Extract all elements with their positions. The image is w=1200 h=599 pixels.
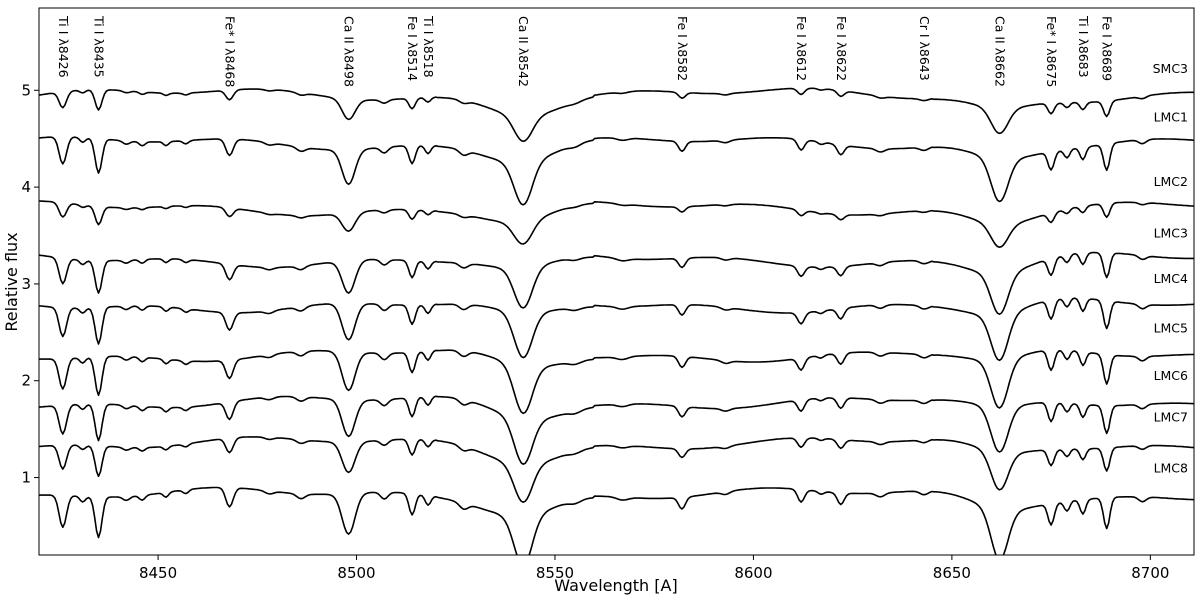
- spectrum-line: [39, 200, 1194, 248]
- spectral-line-labels: Ti I λ8426 Ti I λ8435 Fe* I λ8468 Ca II λ84…: [56, 15, 1115, 87]
- series-label: LMC6: [1154, 368, 1188, 383]
- spectral-line-label: Fe* I λ8675: [1044, 16, 1059, 87]
- series-label: LMC2: [1154, 174, 1188, 189]
- spectral-line-label: Ti I λ8518: [421, 15, 436, 78]
- spectral-line-label: Fe I λ8689: [1100, 16, 1115, 81]
- y-tick-label: 2: [21, 372, 31, 390]
- x-axis-label: Wavelength [A]: [554, 576, 677, 595]
- y-tick-label: 5: [21, 81, 31, 99]
- x-tick-label: 8650: [933, 564, 971, 582]
- x-axis-ticks: 8450 8500 8550 8600 8650 8700: [139, 555, 1169, 582]
- x-tick-label: 8450: [139, 564, 177, 582]
- spectral-line-label: Fe I λ8514: [405, 16, 420, 81]
- series-labels: SMC3 LMC1 LMC2 LMC3 LMC4 LMC5 LMC6 LMC7 LMC8: [1153, 61, 1188, 476]
- series-label: LMC7: [1154, 409, 1188, 424]
- x-tick-label: 8700: [1131, 564, 1169, 582]
- spectral-line-label: Fe I λ8612: [794, 16, 809, 81]
- spectrum-line: [39, 486, 1194, 555]
- spectral-line-label: Ca II λ8662: [993, 16, 1008, 87]
- spectral-line-label: Fe I λ8582: [675, 16, 690, 81]
- spectrum-line: [39, 87, 1194, 143]
- spectrum-line: [39, 349, 1194, 415]
- x-tick-label: 8550: [536, 564, 574, 582]
- spectral-line-label: Ti I λ8683: [1076, 15, 1091, 78]
- spectral-line-label: Fe* I λ8468: [223, 16, 238, 87]
- series-label: LMC1: [1154, 109, 1188, 124]
- y-tick-label: 1: [21, 469, 31, 487]
- y-axis-label: Relative flux: [2, 232, 21, 331]
- axes-frame: [38, 7, 1195, 556]
- spectrum-line: [39, 136, 1194, 206]
- y-tick-label: 4: [21, 178, 31, 196]
- x-tick-label: 8500: [337, 564, 375, 582]
- spectral-line-label: Cr I λ8643: [917, 16, 932, 81]
- spectrum-line: [39, 297, 1194, 362]
- series-label: LMC3: [1154, 225, 1188, 240]
- spectral-line-label: Ti I λ8426: [56, 15, 71, 78]
- series-label: LMC4: [1154, 271, 1188, 286]
- spectral-line-label: Ca II λ8498: [342, 16, 357, 87]
- series-label: LMC5: [1154, 320, 1188, 335]
- series-label: LMC8: [1154, 461, 1188, 476]
- spectral-line-label: Fe I λ8622: [834, 16, 849, 81]
- series-label: SMC3: [1153, 61, 1188, 76]
- spectral-line-label: Ti I λ8435: [92, 15, 107, 78]
- plot-area: [39, 87, 1194, 555]
- spectrum-line: [39, 436, 1194, 503]
- y-tick-label: 3: [21, 275, 31, 293]
- spectrum-line: [39, 251, 1194, 315]
- spectrum-line: [39, 395, 1194, 465]
- y-axis-ticks: 1 2 3 4 5: [21, 81, 39, 487]
- x-tick-label: 8600: [734, 564, 772, 582]
- spectral-line-label: Ca II λ8542: [516, 16, 531, 87]
